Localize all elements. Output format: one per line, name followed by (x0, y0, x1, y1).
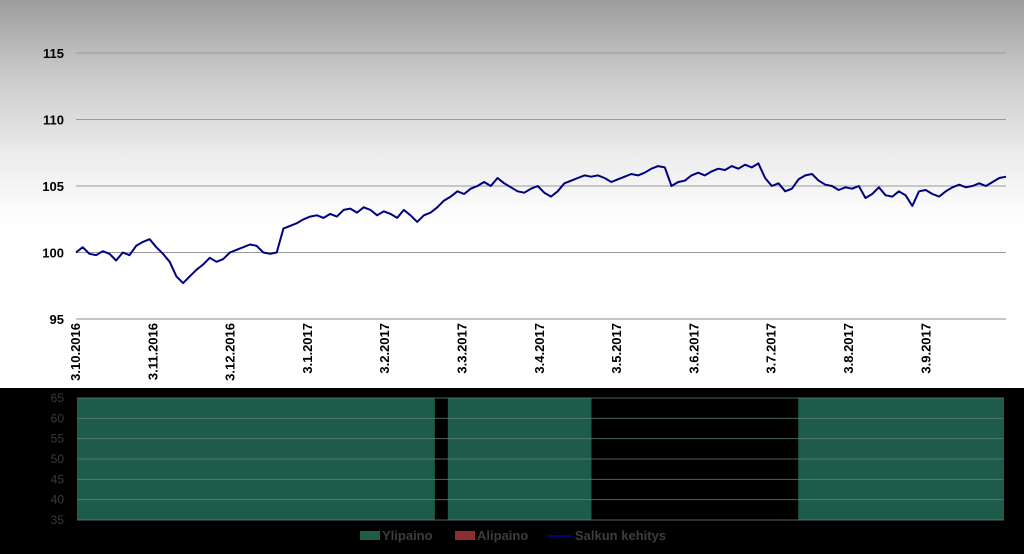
x-tick-label: 3.7.2017 (764, 323, 779, 374)
y-tick-label: 60 (51, 411, 65, 425)
y-tick-label: 105 (42, 179, 64, 194)
y-tick-label: 65 (51, 391, 65, 405)
chart-legend: Ylipaino Alipaino Salkun kehitys (360, 528, 666, 543)
y-tick-label: 95 (50, 312, 64, 327)
y-tick-label: 45 (51, 472, 65, 486)
y-tick-label: 40 (51, 493, 65, 507)
legend-swatch (455, 531, 475, 540)
legend-label: Alipaino (477, 528, 528, 543)
y-tick-label: 55 (51, 432, 65, 446)
y-tick-label: 110 (43, 113, 64, 128)
line-chart-x-axis: 3.10.2016 3.11.2016 3.12.2016 3.1.2017 3.2.2… (68, 323, 933, 381)
x-tick-label: 3.5.2017 (609, 323, 624, 374)
y-tick-label: 115 (43, 46, 64, 61)
weight-chart-y-axis: 35 40 45 50 55 60 65 (51, 391, 65, 527)
y-tick-label: 50 (51, 452, 65, 466)
x-tick-label: 3.9.2017 (918, 323, 933, 374)
line-chart-gridlines (76, 52, 1006, 320)
x-tick-label: 3.6.2017 (686, 323, 701, 374)
legend-label: Ylipaino (382, 528, 433, 543)
legend-swatch (360, 531, 380, 540)
legend-label: Salkun kehitys (575, 528, 666, 543)
line-chart-panel (0, 0, 1024, 388)
line-chart-series (75, 162, 1007, 285)
weight-chart-bars (77, 397, 1004, 521)
y-tick-label: 100 (42, 246, 64, 261)
x-tick-label: 3.3.2017 (455, 323, 470, 374)
x-tick-label: 3.12.2016 (223, 323, 238, 381)
x-tick-label: 3.2.2017 (377, 323, 392, 374)
x-tick-label: 3.11.2016 (145, 323, 160, 380)
line-chart-y-axis: 95 100 105 110 115 (42, 46, 64, 327)
x-tick-label: 3.4.2017 (532, 323, 547, 374)
y-tick-label: 35 (51, 513, 65, 527)
x-tick-label: 3.10.2016 (68, 323, 83, 381)
x-tick-label: 3.1.2017 (300, 323, 315, 374)
portfolio-line (75, 162, 1007, 285)
x-tick-label: 3.8.2017 (841, 323, 856, 374)
